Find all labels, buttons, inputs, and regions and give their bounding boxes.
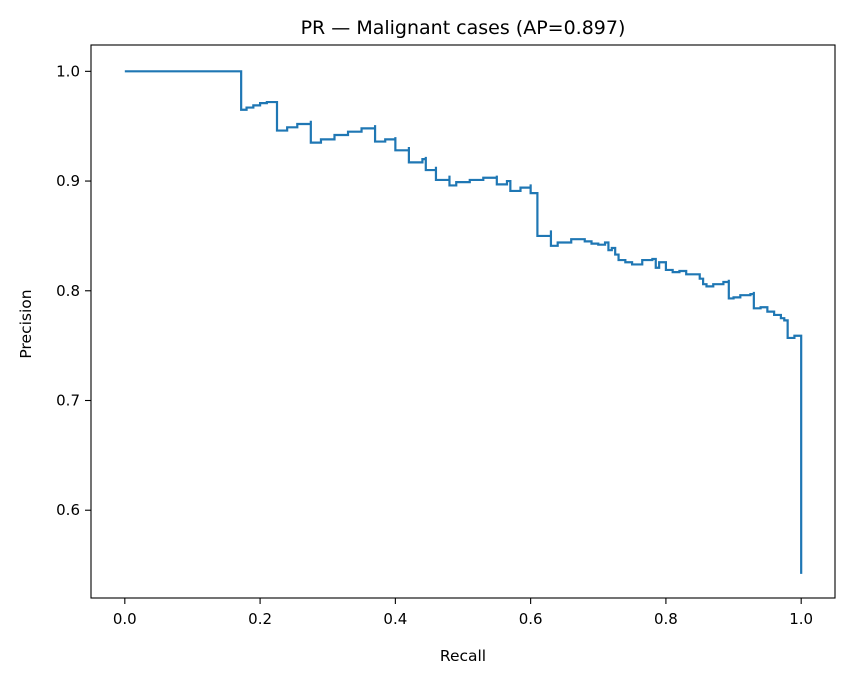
x-tick-label: 0.4 [383,610,407,628]
axes-frame [90,44,836,599]
y-tick-label: 0.6 [56,501,80,519]
y-axis-label: Precision [17,289,35,358]
y-tick-label: 0.9 [56,172,80,190]
x-tick-label: 0.6 [519,610,543,628]
x-axis-label: Recall [440,647,486,665]
axes-ticks: 0.0 0.2 0.4 0.6 0.8 1.0 0.6 0.7 0.8 0.9 1.0 [56,62,813,628]
y-tick-label: 1.0 [56,62,80,80]
x-tick-label: 0.8 [654,610,678,628]
pr-series-line-0 [124,70,803,574]
x-tick-label: 0.2 [248,610,272,628]
x-tick-label: 1.0 [789,610,813,628]
y-tick-label: 0.8 [56,282,80,300]
x-tick-label: 0.0 [113,610,137,628]
y-tick-label: 0.7 [56,392,80,410]
plot-area [90,44,836,599]
chart-title: PR — Malignant cases (AP=0.897) [301,17,626,39]
